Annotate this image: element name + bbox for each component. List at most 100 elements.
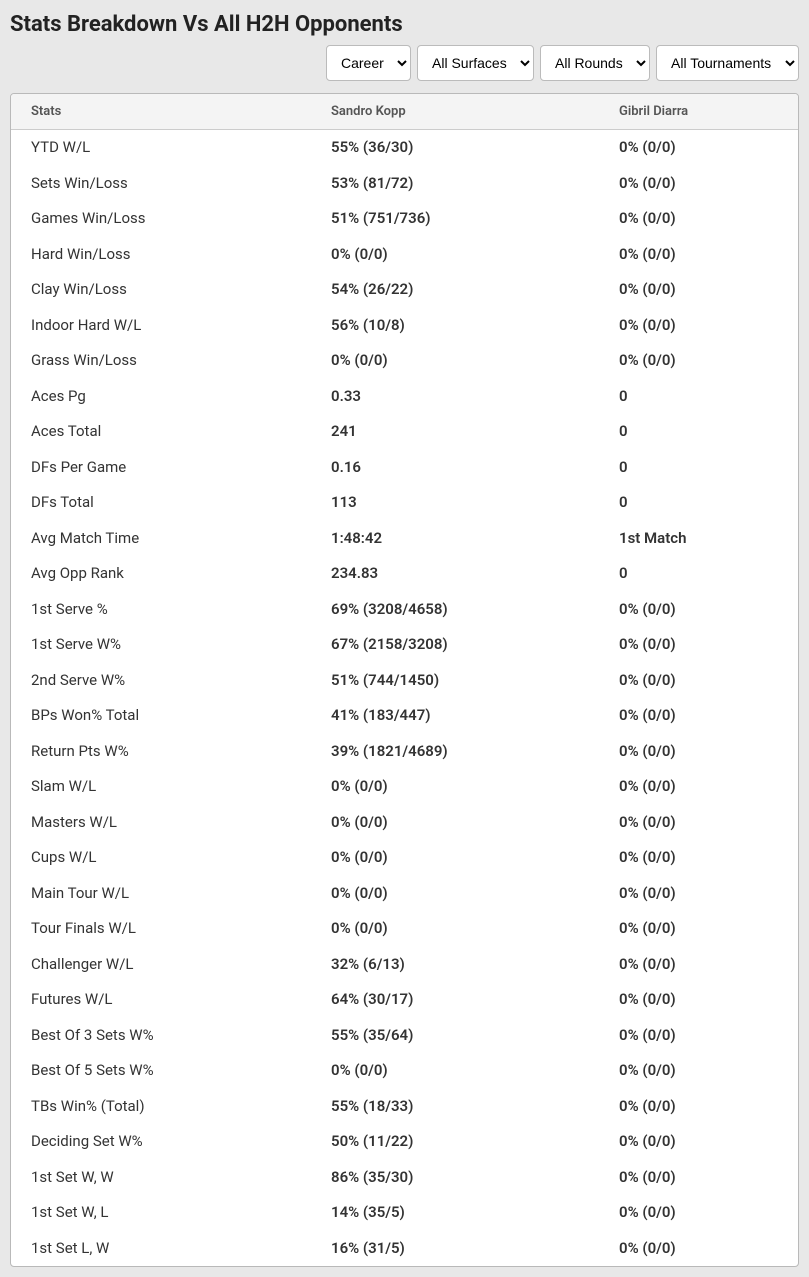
stat-name-cell: DFs Per Game bbox=[11, 450, 311, 486]
player2-value-cell: 0% (0/0) bbox=[599, 166, 798, 202]
player2-value-cell: 0 bbox=[599, 450, 798, 486]
player1-value-cell: 64% (30/17) bbox=[311, 982, 599, 1018]
table-row: Aces Pg0.330 bbox=[11, 379, 798, 415]
player2-value-cell: 0% (0/0) bbox=[599, 1124, 798, 1160]
player2-value-cell: 0% (0/0) bbox=[599, 947, 798, 983]
stat-name-cell: Aces Pg bbox=[11, 379, 311, 415]
player1-value-cell: 51% (744/1450) bbox=[311, 663, 599, 699]
player2-value-cell: 0% (0/0) bbox=[599, 982, 798, 1018]
table-row: Avg Match Time1:48:421st Match bbox=[11, 521, 798, 557]
filter-tournament[interactable]: All Tournaments bbox=[656, 45, 799, 81]
table-row: Clay Win/Loss54% (26/22)0% (0/0) bbox=[11, 272, 798, 308]
player1-value-cell: 0% (0/0) bbox=[311, 876, 599, 912]
stats-table-container: Stats Sandro Kopp Gibril Diarra YTD W/L5… bbox=[10, 93, 799, 1267]
player1-value-cell: 14% (35/5) bbox=[311, 1195, 599, 1231]
player1-value-cell: 0% (0/0) bbox=[311, 237, 599, 273]
stat-name-cell: Slam W/L bbox=[11, 769, 311, 805]
player2-value-cell: 0% (0/0) bbox=[599, 1089, 798, 1125]
player2-value-cell: 0% (0/0) bbox=[599, 1231, 798, 1267]
player2-value-cell: 0% (0/0) bbox=[599, 734, 798, 770]
table-row: Hard Win/Loss0% (0/0)0% (0/0) bbox=[11, 237, 798, 273]
stat-name-cell: Avg Match Time bbox=[11, 521, 311, 557]
stat-name-cell: Main Tour W/L bbox=[11, 876, 311, 912]
stat-name-cell: Challenger W/L bbox=[11, 947, 311, 983]
player2-value-cell: 0% (0/0) bbox=[599, 876, 798, 912]
stat-name-cell: BPs Won% Total bbox=[11, 698, 311, 734]
player1-value-cell: 55% (35/64) bbox=[311, 1018, 599, 1054]
player1-value-cell: 0% (0/0) bbox=[311, 805, 599, 841]
player1-value-cell: 0% (0/0) bbox=[311, 840, 599, 876]
player1-value-cell: 0% (0/0) bbox=[311, 1053, 599, 1089]
stat-name-cell: 2nd Serve W% bbox=[11, 663, 311, 699]
table-row: Grass Win/Loss0% (0/0)0% (0/0) bbox=[11, 343, 798, 379]
col-header-stats: Stats bbox=[11, 94, 311, 130]
player1-value-cell: 16% (31/5) bbox=[311, 1231, 599, 1267]
table-row: DFs Per Game0.160 bbox=[11, 450, 798, 486]
stat-name-cell: YTD W/L bbox=[11, 130, 311, 166]
player1-value-cell: 67% (2158/3208) bbox=[311, 627, 599, 663]
table-row: Aces Total2410 bbox=[11, 414, 798, 450]
stat-name-cell: Tour Finals W/L bbox=[11, 911, 311, 947]
table-row: Futures W/L64% (30/17)0% (0/0) bbox=[11, 982, 798, 1018]
player2-value-cell: 0 bbox=[599, 485, 798, 521]
player2-value-cell: 0% (0/0) bbox=[599, 627, 798, 663]
table-row: Cups W/L0% (0/0)0% (0/0) bbox=[11, 840, 798, 876]
stat-name-cell: Hard Win/Loss bbox=[11, 237, 311, 273]
player2-value-cell: 0% (0/0) bbox=[599, 237, 798, 273]
stat-name-cell: Cups W/L bbox=[11, 840, 311, 876]
player2-value-cell: 0% (0/0) bbox=[599, 272, 798, 308]
filter-surface[interactable]: All Surfaces bbox=[417, 45, 534, 81]
stat-name-cell: Best Of 5 Sets W% bbox=[11, 1053, 311, 1089]
player1-value-cell: 0% (0/0) bbox=[311, 343, 599, 379]
table-row: Sets Win/Loss53% (81/72)0% (0/0) bbox=[11, 166, 798, 202]
player2-value-cell: 0% (0/0) bbox=[599, 698, 798, 734]
player1-value-cell: 56% (10/8) bbox=[311, 308, 599, 344]
filter-round[interactable]: All Rounds bbox=[540, 45, 650, 81]
player1-value-cell: 54% (26/22) bbox=[311, 272, 599, 308]
player2-value-cell: 0% (0/0) bbox=[599, 130, 798, 166]
table-row: Tour Finals W/L0% (0/0)0% (0/0) bbox=[11, 911, 798, 947]
table-row: 1st Set L, W16% (31/5)0% (0/0) bbox=[11, 1231, 798, 1267]
stat-name-cell: 1st Set W, L bbox=[11, 1195, 311, 1231]
stat-name-cell: Best Of 3 Sets W% bbox=[11, 1018, 311, 1054]
player2-value-cell: 1st Match bbox=[599, 521, 798, 557]
player1-value-cell: 86% (35/30) bbox=[311, 1160, 599, 1196]
player2-value-cell: 0% (0/0) bbox=[599, 343, 798, 379]
player2-value-cell: 0% (0/0) bbox=[599, 663, 798, 699]
player1-value-cell: 50% (11/22) bbox=[311, 1124, 599, 1160]
table-row: DFs Total1130 bbox=[11, 485, 798, 521]
player2-value-cell: 0% (0/0) bbox=[599, 1053, 798, 1089]
player2-value-cell: 0% (0/0) bbox=[599, 592, 798, 628]
player1-value-cell: 0.16 bbox=[311, 450, 599, 486]
table-row: Deciding Set W%50% (11/22)0% (0/0) bbox=[11, 1124, 798, 1160]
stat-name-cell: TBs Win% (Total) bbox=[11, 1089, 311, 1125]
player2-value-cell: 0 bbox=[599, 414, 798, 450]
player1-value-cell: 0% (0/0) bbox=[311, 769, 599, 805]
player2-value-cell: 0% (0/0) bbox=[599, 805, 798, 841]
player1-value-cell: 113 bbox=[311, 485, 599, 521]
stat-name-cell: Sets Win/Loss bbox=[11, 166, 311, 202]
stat-name-cell: Futures W/L bbox=[11, 982, 311, 1018]
table-row: Return Pts W%39% (1821/4689)0% (0/0) bbox=[11, 734, 798, 770]
stat-name-cell: 1st Serve W% bbox=[11, 627, 311, 663]
stat-name-cell: Aces Total bbox=[11, 414, 311, 450]
player2-value-cell: 0% (0/0) bbox=[599, 1018, 798, 1054]
player2-value-cell: 0% (0/0) bbox=[599, 308, 798, 344]
filter-period[interactable]: Career bbox=[326, 45, 411, 81]
col-header-player2: Gibril Diarra bbox=[599, 94, 798, 130]
table-row: 1st Serve %69% (3208/4658)0% (0/0) bbox=[11, 592, 798, 628]
stat-name-cell: Indoor Hard W/L bbox=[11, 308, 311, 344]
player1-value-cell: 55% (36/30) bbox=[311, 130, 599, 166]
player2-value-cell: 0% (0/0) bbox=[599, 769, 798, 805]
table-row: TBs Win% (Total)55% (18/33)0% (0/0) bbox=[11, 1089, 798, 1125]
table-row: Games Win/Loss51% (751/736)0% (0/0) bbox=[11, 201, 798, 237]
table-row: Avg Opp Rank234.830 bbox=[11, 556, 798, 592]
stats-table: Stats Sandro Kopp Gibril Diarra YTD W/L5… bbox=[11, 94, 798, 1266]
stat-name-cell: Masters W/L bbox=[11, 805, 311, 841]
table-row: 1st Set W, W86% (35/30)0% (0/0) bbox=[11, 1160, 798, 1196]
stat-name-cell: Deciding Set W% bbox=[11, 1124, 311, 1160]
table-row: 1st Serve W%67% (2158/3208)0% (0/0) bbox=[11, 627, 798, 663]
player2-value-cell: 0% (0/0) bbox=[599, 840, 798, 876]
stat-name-cell: Return Pts W% bbox=[11, 734, 311, 770]
player1-value-cell: 32% (6/13) bbox=[311, 947, 599, 983]
